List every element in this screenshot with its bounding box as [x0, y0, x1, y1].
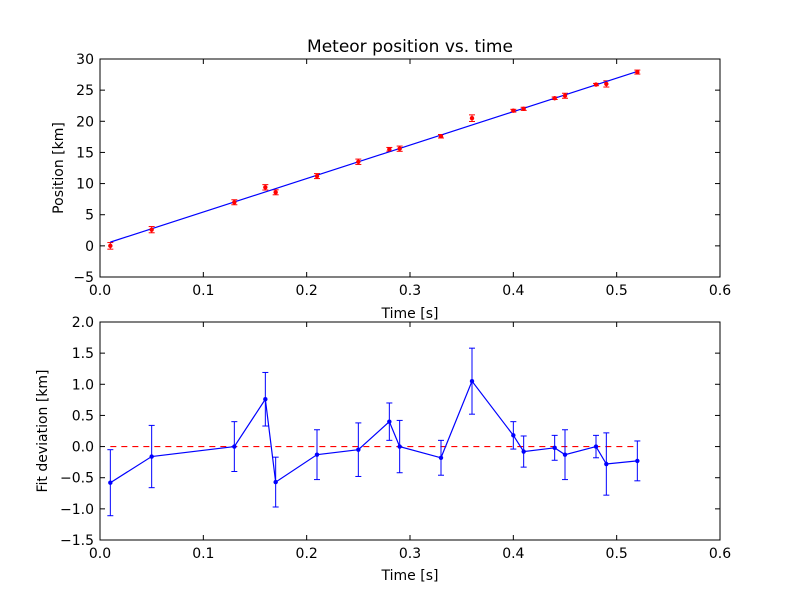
position-fit-line	[110, 70, 638, 243]
deviation-y-tick-label: 0.5	[72, 408, 94, 424]
position-y-tick-label: 15	[76, 145, 94, 161]
deviation-y-tick-label: −1.0	[60, 502, 94, 518]
position-x-tick-label: 0.0	[89, 283, 111, 299]
position-data-point	[552, 96, 557, 101]
position-data-point	[314, 173, 320, 179]
position-data-point	[387, 147, 392, 152]
deviation-data-point	[469, 378, 475, 384]
position-x-tick-label: 0.2	[296, 283, 318, 299]
deviation-x-axis-label: Time [s]	[381, 568, 439, 584]
position-data-point	[273, 190, 278, 195]
deviation-x-tick-label: 0.6	[709, 546, 731, 562]
deviation-data-point	[593, 444, 599, 449]
deviation-y-tick-label: 1.0	[72, 377, 94, 393]
position-data-point	[635, 69, 640, 75]
deviation-axis-ticks: 0.0 0.1 0.2 0.3 0.4 0.5 0.6 −1.5 −1.0 −0.5 0.0 0.5 1…	[60, 315, 731, 562]
deviation-data-point	[356, 447, 361, 452]
position-x-axis-label: Time [s]	[381, 306, 439, 322]
deviation-data-point	[263, 397, 268, 402]
deviation-x-tick-label: 0.1	[192, 546, 214, 562]
deviation-data-point	[314, 452, 320, 457]
position-chart-title: Meteor position vs. time	[307, 37, 513, 57]
position-y-tick-label: −5	[73, 270, 94, 286]
deviation-x-tick-label: 0.2	[296, 546, 318, 562]
position-axis-ticks: 0.0 0.1 0.2 0.3 0.4 0.5 0.6 −5 0 5 10 15 20 25 30	[73, 52, 731, 299]
deviation-y-axis-label: Fit deviation [km]	[35, 369, 51, 492]
deviation-x-tick-label: 0.0	[89, 546, 111, 562]
position-y-axis-label: Position [km]	[51, 122, 67, 214]
deviation-series-line	[110, 379, 638, 484]
deviation-data-point	[273, 479, 278, 485]
position-data-point	[469, 115, 475, 121]
position-y-tick-label: 30	[76, 52, 94, 68]
position-data-point	[593, 82, 599, 87]
position-data-point	[604, 81, 609, 87]
deviation-data-point	[511, 433, 516, 438]
position-data-point	[438, 134, 444, 139]
position-data-point	[562, 93, 568, 98]
deviation-data-point	[149, 454, 154, 459]
position-x-tick-label: 0.1	[192, 283, 214, 299]
position-data-point	[356, 159, 361, 164]
deviation-plot-area	[107, 347, 641, 517]
position-plot-area	[107, 69, 641, 250]
position-data-point	[149, 227, 154, 232]
deviation-data-point	[438, 455, 444, 460]
deviation-data-point	[562, 452, 568, 457]
position-x-tick-label: 0.3	[399, 283, 421, 299]
position-y-tick-label: 5	[85, 208, 94, 224]
deviation-y-tick-label: 2.0	[72, 315, 94, 331]
deviation-data-point	[552, 445, 557, 451]
deviation-y-tick-label: 0.0	[72, 440, 94, 456]
position-y-tick-label: 0	[85, 239, 94, 255]
deviation-y-tick-label: −0.5	[60, 471, 94, 487]
position-data-point	[521, 106, 526, 112]
position-y-tick-label: 25	[76, 83, 94, 99]
deviation-x-tick-label: 0.5	[606, 546, 628, 562]
position-data-point	[108, 243, 113, 249]
deviation-data-point	[232, 444, 237, 449]
deviation-data-point	[397, 444, 402, 449]
deviation-data-point	[387, 419, 392, 424]
position-x-tick-label: 0.6	[709, 283, 731, 299]
position-x-tick-label: 0.5	[606, 283, 628, 299]
deviation-data-point	[108, 480, 113, 485]
position-chart: Meteor position vs. time 0.0 0.1 0.2 0.3 0.4…	[51, 37, 731, 322]
deviation-data-point	[604, 461, 609, 467]
position-data-point	[263, 185, 268, 190]
deviation-y-tick-label: −1.5	[60, 533, 94, 549]
position-x-tick-label: 0.4	[502, 283, 524, 299]
position-data-point	[232, 200, 237, 205]
deviation-chart: 0.0 0.1 0.2 0.3 0.4 0.5 0.6 −1.5 −1.0 −0.5 0.0 0.5 1…	[35, 315, 731, 584]
deviation-y-tick-label: 1.5	[72, 346, 94, 362]
deviation-x-tick-label: 0.3	[399, 546, 421, 562]
position-data-point	[397, 146, 402, 151]
position-y-tick-label: 20	[76, 114, 94, 130]
deviation-data-point	[521, 449, 526, 454]
position-data-point	[511, 108, 516, 113]
deviation-x-tick-label: 0.4	[502, 546, 524, 562]
deviation-data-point	[635, 458, 640, 464]
position-y-tick-label: 10	[76, 177, 94, 193]
